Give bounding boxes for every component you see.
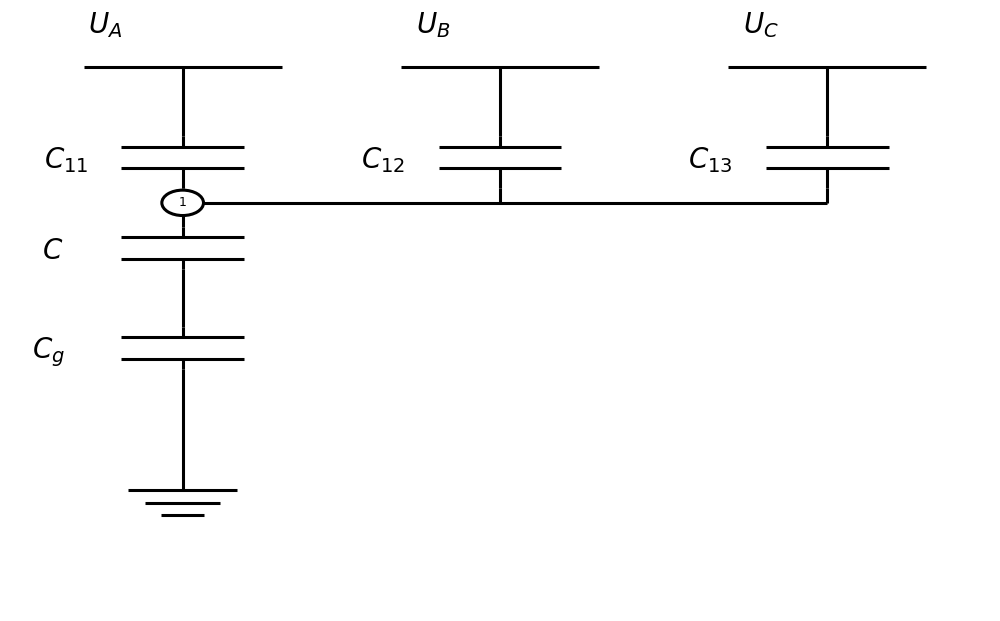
Text: 1: 1 — [179, 196, 187, 209]
Text: $C_{12}$: $C_{12}$ — [361, 145, 405, 175]
Text: $U_B$: $U_B$ — [416, 10, 450, 40]
Text: $U_C$: $U_C$ — [743, 10, 779, 40]
Text: $C$: $C$ — [42, 237, 63, 265]
Text: $U_A$: $U_A$ — [88, 10, 123, 40]
Text: $C_g$: $C_g$ — [32, 335, 65, 369]
Text: $C_{11}$: $C_{11}$ — [44, 145, 88, 175]
Text: $C_{13}$: $C_{13}$ — [688, 145, 733, 175]
